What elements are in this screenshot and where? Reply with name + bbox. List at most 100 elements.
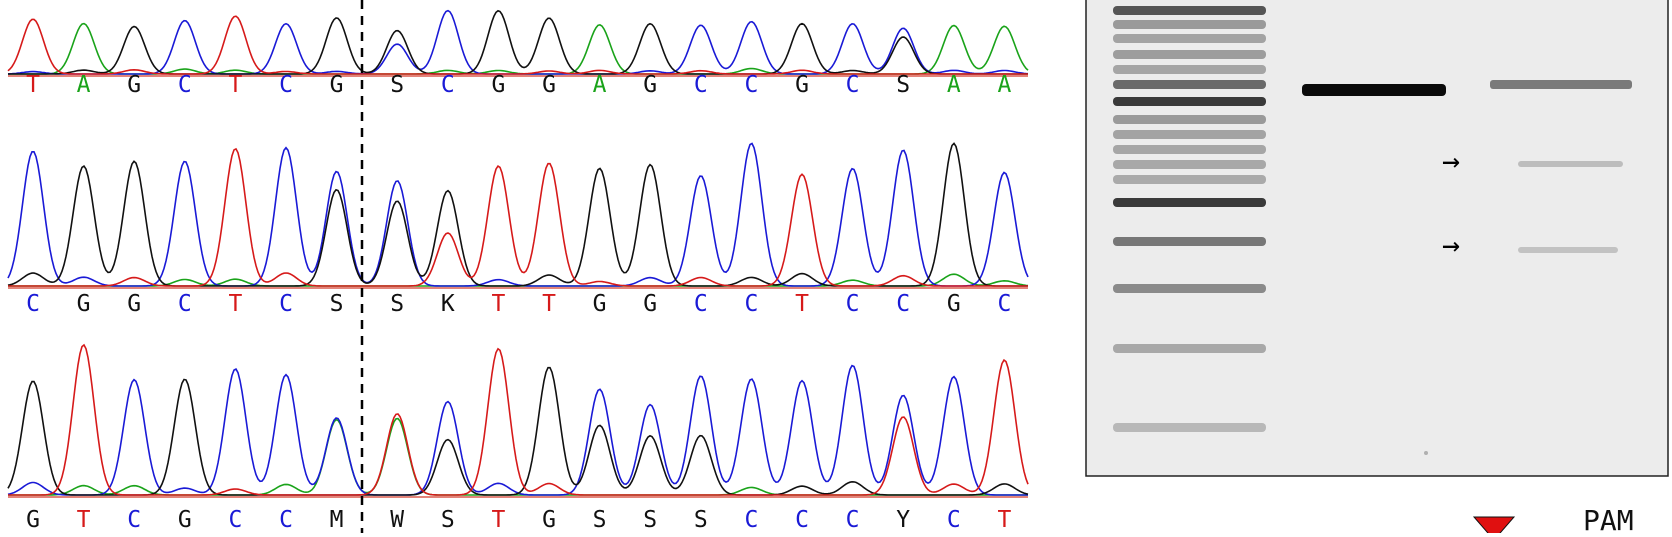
ladder-band (1113, 198, 1266, 207)
ladder-band (1113, 20, 1266, 29)
base-call: T (26, 72, 40, 98)
base-call: S (643, 507, 657, 533)
base-call: T (228, 72, 242, 98)
base-call: C (744, 291, 758, 317)
base-call: T (77, 507, 91, 533)
base-call: S (390, 72, 404, 98)
ladder-band (1113, 175, 1266, 184)
agarose-gel-image: → → (1085, 0, 1669, 477)
base-call: T (491, 507, 505, 533)
base-call: A (947, 72, 961, 98)
ladder-band (1113, 80, 1266, 89)
ladder-band (1113, 237, 1266, 246)
base-call: T (997, 507, 1011, 533)
base-call: G (593, 291, 607, 317)
base-call: C (694, 291, 708, 317)
gel-ladder-lane (1113, 6, 1266, 432)
ladder-band (1113, 34, 1266, 43)
red-triangle-marker-icon (1472, 516, 1516, 537)
ladder-band (1113, 423, 1266, 432)
trace-C-channel (7, 142, 1029, 287)
base-call: A (593, 72, 607, 98)
base-call: C (279, 72, 293, 98)
pam-label: PAM (1583, 504, 1634, 533)
trace-C-channel (7, 364, 1028, 496)
trace-A-channel (8, 417, 1028, 496)
base-call: G (127, 72, 141, 98)
base-call: A (77, 72, 91, 98)
base-call: G (491, 72, 505, 98)
gel-lane2-band (1302, 84, 1446, 96)
base-call: T (542, 291, 556, 317)
base-call: C (846, 507, 860, 533)
trace-T-channel (8, 343, 1029, 496)
base-call: C (694, 72, 708, 98)
base-call: C (279, 291, 293, 317)
base-call: T (795, 291, 809, 317)
base-call: S (694, 507, 708, 533)
base-call: C (127, 507, 141, 533)
base-call: G (127, 291, 141, 317)
base-call: A (997, 72, 1011, 98)
ladder-band (1113, 284, 1266, 293)
ladder-band (1113, 65, 1266, 74)
gel-speck (1424, 451, 1428, 455)
ladder-band (1113, 145, 1266, 154)
ladder-band (1113, 6, 1266, 15)
base-call: G (947, 291, 961, 317)
base-call: G (795, 72, 809, 98)
base-call: S (390, 291, 404, 317)
base-call: C (846, 72, 860, 98)
base-call: G (330, 72, 344, 98)
base-call: K (441, 291, 455, 317)
trace-C-channel (7, 9, 1029, 75)
gel-lane3-band-cleaved-2 (1518, 247, 1618, 253)
base-call: G (643, 72, 657, 98)
gel-arrow-upper: → (1442, 144, 1460, 179)
base-call: T (491, 291, 505, 317)
base-call: C (896, 291, 910, 317)
ladder-band (1113, 344, 1266, 353)
ladder-band (1113, 130, 1266, 139)
sequencing-chromatograms: T A G C T C G S C G G A G C C G C S A A C G G C T C S S K T T G G C C T C C G C… (7, 9, 1029, 533)
ladder-band (1113, 50, 1266, 59)
base-call: T (228, 291, 242, 317)
base-call: C (997, 291, 1011, 317)
base-call: G (542, 507, 556, 533)
trace-G-channel (7, 366, 1029, 496)
base-call: C (744, 507, 758, 533)
gel-lane3-band-cleaved-1 (1518, 161, 1623, 167)
base-call: S (593, 507, 607, 533)
base-call: C (441, 72, 455, 98)
base-call: Y (896, 507, 910, 533)
trace-G-channel (8, 9, 1028, 75)
base-call: C (26, 291, 40, 317)
base-call: C (178, 72, 192, 98)
base-call: C (178, 291, 192, 317)
base-call: C (846, 291, 860, 317)
ladder-band (1113, 160, 1266, 169)
base-call: S (330, 291, 344, 317)
base-call: G (178, 507, 192, 533)
base-call: S (441, 507, 455, 533)
base-call: C (947, 507, 961, 533)
trace-T-channel (8, 147, 1028, 287)
trace-A-channel (8, 22, 1029, 75)
base-call: S (896, 72, 910, 98)
trace-T-channel (7, 15, 1028, 75)
gel-arrow-lower: → (1442, 228, 1460, 263)
base-call: G (643, 291, 657, 317)
base-call: G (77, 291, 91, 317)
base-call: C (795, 507, 809, 533)
pam-legend: PAM (1472, 504, 1634, 537)
base-call: C (279, 507, 293, 533)
base-call: M (330, 507, 344, 533)
base-call: G (542, 72, 556, 98)
ladder-band (1113, 115, 1266, 124)
base-call: W (390, 507, 404, 533)
base-call: C (744, 72, 758, 98)
